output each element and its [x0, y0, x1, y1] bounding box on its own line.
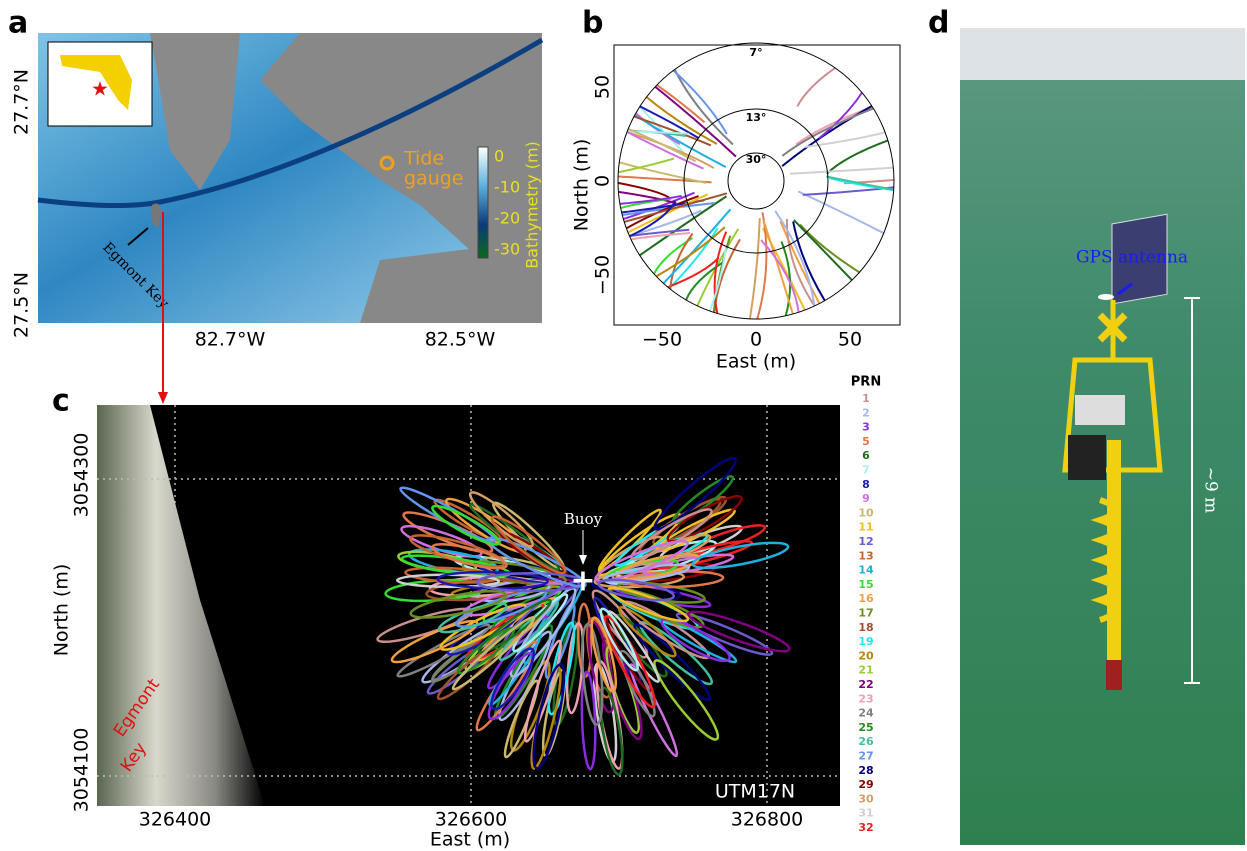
legend-entry: 21: [858, 664, 873, 677]
legend-entry: 13: [858, 549, 873, 562]
ring-label: 13°: [746, 111, 767, 124]
x-tick-label: 326800: [731, 809, 804, 831]
legend-entry: 18: [858, 621, 873, 634]
page: a ★ Tide gauge Egmont Key 0-10-20-30 Bat…: [0, 0, 1247, 851]
panel-label: c: [52, 384, 70, 419]
legend-title: PRN: [851, 375, 881, 390]
annotation: UTM17N: [715, 781, 795, 803]
legend-entry: 26: [858, 735, 874, 748]
legend-entry: 29: [858, 778, 873, 791]
map: ★: [38, 33, 542, 323]
y-tick-label: 50: [592, 75, 614, 99]
colorbar-tick-label: -10: [494, 178, 520, 197]
legend-entry: 16: [858, 592, 874, 605]
y-tick-label: 3054100: [71, 728, 93, 813]
legend-entry: 11: [858, 521, 873, 534]
annotation: ~9 m: [1201, 467, 1221, 514]
annotation: GPS antenna: [1076, 248, 1188, 268]
legend-entry: 23: [858, 692, 873, 705]
y-axis-title: North (m): [571, 139, 593, 232]
colorbar-tick-label: -20: [494, 209, 520, 228]
panel-label: b: [582, 6, 603, 41]
x-tick-label: 82.5°W: [425, 329, 496, 351]
legend-entry: 19: [858, 635, 873, 648]
legend-entry: 14: [858, 564, 874, 577]
legend-entry: 27: [858, 750, 873, 763]
x-tick-label: 326600: [435, 809, 508, 831]
y-tick-label: −50: [592, 255, 614, 295]
y-tick-label: 27.5°N: [11, 272, 33, 338]
legend-entry: 24: [858, 707, 874, 720]
legend-entry: 8: [862, 478, 870, 491]
legend-entry: 9: [862, 492, 870, 505]
legend: 1235678910111213141516171819202122232425…: [858, 392, 874, 834]
legend-entry: 15: [858, 578, 873, 591]
ring-label: 7°: [749, 46, 762, 59]
legend-entry: 12: [858, 535, 873, 548]
y-tick-label: 0: [592, 175, 614, 187]
panel-label: d: [928, 6, 949, 41]
x-tick-label: 82.7°W: [195, 329, 266, 351]
legend-entry: 22: [858, 678, 873, 691]
legend-entry: 3: [862, 421, 870, 434]
legend-entry: 7: [862, 464, 870, 477]
legend-entry: 25: [858, 721, 873, 734]
y-tick-label: 3054300: [71, 433, 93, 518]
legend-entry: 10: [858, 506, 874, 519]
colorbar-title: Bathymetry (m): [523, 141, 542, 269]
legend-entry: 28: [858, 764, 873, 777]
annotation: Buoy: [564, 510, 603, 528]
x-axis-title: East (m): [716, 351, 796, 373]
legend-entry: 31: [858, 807, 873, 820]
legend-entry: 1: [862, 392, 870, 405]
svg-text:+: +: [570, 564, 595, 599]
legend-entry: 20: [858, 649, 874, 662]
x-tick-label: 0: [750, 329, 762, 351]
figure: a ★ Tide gauge Egmont Key 0-10-20-30 Bat…: [0, 0, 1247, 851]
legend-entry: 5: [862, 435, 870, 448]
ring-label: 30°: [746, 153, 767, 166]
colorbar-tick-label: 0: [494, 147, 504, 166]
legend-entry: 2: [862, 406, 870, 419]
annotation: Tide: [403, 148, 444, 170]
x-tick-label: −50: [642, 329, 682, 351]
x-tick-label: 50: [838, 329, 862, 351]
y-axis-title: North (m): [51, 564, 73, 657]
legend-entry: 30: [858, 792, 874, 805]
legend-entry: 17: [858, 607, 873, 620]
svg-text:★: ★: [91, 77, 109, 101]
x-axis-title: East (m): [430, 829, 510, 851]
panel-label: a: [8, 6, 28, 41]
photo: [960, 28, 1245, 845]
y-tick-label: 27.7°N: [11, 69, 33, 135]
colorbar-tick-label: -30: [494, 240, 520, 259]
legend-entry: 6: [862, 449, 870, 462]
legend-entry: 32: [858, 821, 873, 834]
x-tick-label: 326400: [139, 809, 212, 831]
annotation: gauge: [404, 168, 464, 190]
